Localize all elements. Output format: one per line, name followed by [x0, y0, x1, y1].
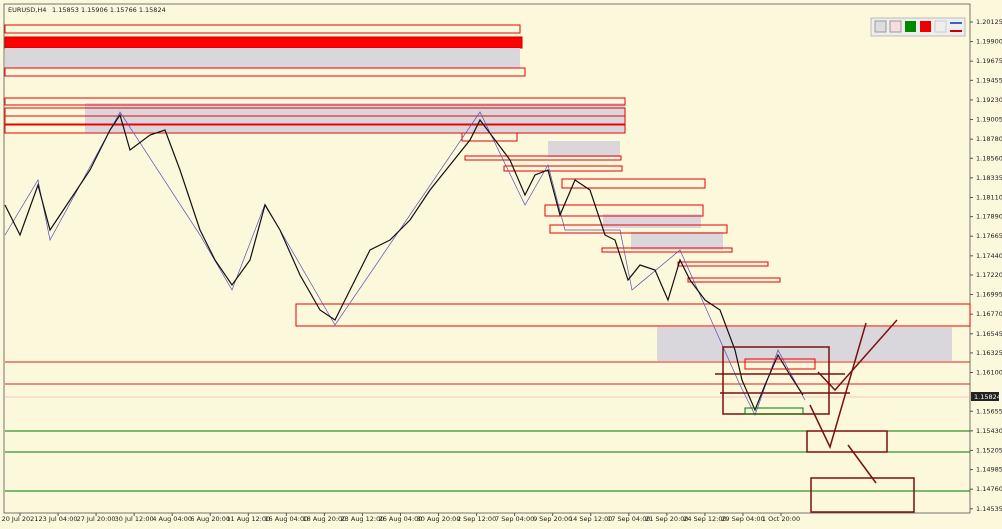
- time-label: 29 Sep 04:00: [721, 515, 764, 523]
- time-label: 9 Sep 20:00: [533, 515, 572, 523]
- time-label: 30 Aug 20:00: [417, 515, 461, 523]
- time-label: 26 Aug 04:00: [379, 515, 423, 523]
- price-label: 1.16325: [976, 349, 1002, 357]
- price-label: 1.18780: [976, 135, 1002, 143]
- time-label: 27 Jul 20:00: [77, 515, 116, 523]
- price-label: 1.14535: [976, 505, 1002, 513]
- price-label: 1.19900: [976, 38, 1002, 46]
- price-label: 1.15430: [976, 427, 1002, 435]
- time-label: 1 Oct 20:00: [762, 515, 800, 523]
- price-label: 1.18335: [976, 174, 1002, 182]
- time-label: 2 Sep 12:00: [457, 515, 496, 523]
- price-label: 1.16100: [976, 369, 1002, 377]
- time-label: 16 Aug 04:00: [264, 515, 308, 523]
- time-label: 11 Aug 12:00: [226, 515, 270, 523]
- price-label: 1.20125: [976, 18, 1002, 26]
- zigzag: [4, 111, 806, 416]
- price-label: 1.18560: [976, 154, 1002, 162]
- price-label: 1.19230: [976, 96, 1002, 104]
- plot-frame: [3, 3, 971, 514]
- price-label: 1.19005: [976, 116, 1002, 124]
- price-label: 1.19455: [976, 76, 1002, 84]
- current-price: 1.15824: [974, 393, 1001, 401]
- price-label: 1.14985: [976, 466, 1002, 474]
- price-label: 1.15655: [976, 407, 1002, 415]
- price-label: 1.18110: [976, 193, 1002, 201]
- price-label: 1.17440: [976, 252, 1002, 260]
- toolbar: [870, 17, 966, 37]
- price-label: 1.14760: [976, 485, 1002, 493]
- price-label: 1.15205: [976, 446, 1002, 454]
- time-label: 23 Jul 04:00: [39, 515, 78, 523]
- price-label: 1.16995: [976, 291, 1002, 299]
- time-label: 30 Jul 12:00: [115, 515, 154, 523]
- price-label: 1.16770: [976, 310, 1002, 318]
- price-line: [4, 113, 804, 412]
- time-label: 23 Aug 12:00: [341, 515, 385, 523]
- time-label: 24 Sep 12:00: [683, 515, 726, 523]
- drawings: [715, 319, 915, 513]
- price-label: 1.19675: [976, 57, 1002, 65]
- price-tag: [971, 392, 999, 401]
- price-label: 1.16545: [976, 330, 1002, 338]
- symbol: EURUSD,H4: [8, 6, 46, 14]
- time-label: 17 Sep 04:00: [607, 515, 650, 523]
- time-label: 4 Aug 04:00: [152, 515, 192, 523]
- time-label: 20 Jul 2021: [2, 515, 39, 523]
- price-label: 1.17220: [976, 271, 1002, 279]
- price-label: 1.17890: [976, 213, 1002, 221]
- time-label: 6 Aug 20:00: [190, 515, 230, 523]
- time-label: 18 Aug 20:00: [302, 515, 346, 523]
- quote: 1.15853 1.15906 1.15766 1.15824: [52, 6, 166, 14]
- price-label: 1.17665: [976, 232, 1002, 240]
- time-label: 21 Sep 20:00: [645, 515, 688, 523]
- time-label: 14 Sep 12:00: [569, 515, 612, 523]
- time-label: 7 Sep 04:00: [495, 515, 534, 523]
